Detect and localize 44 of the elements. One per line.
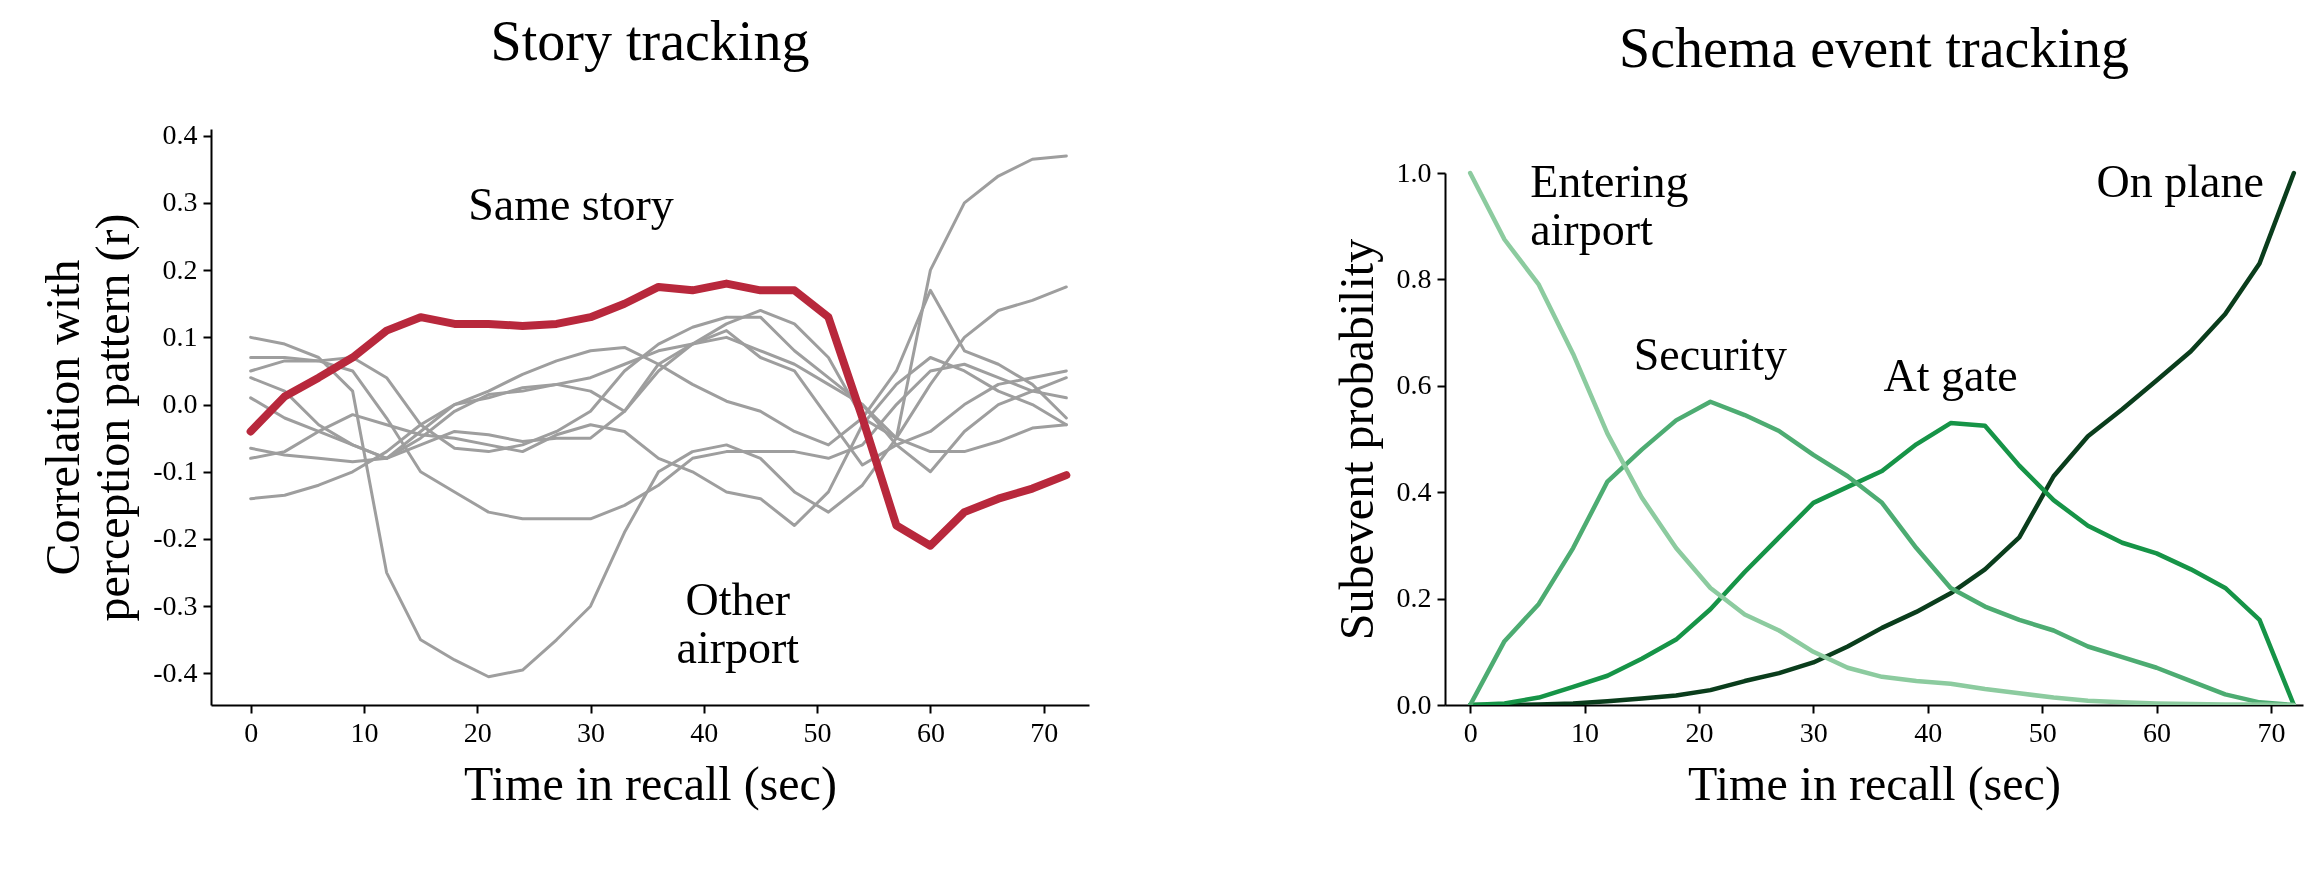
series-label: On plane bbox=[2096, 156, 2264, 207]
y-tick-label: -0.3 bbox=[153, 589, 198, 621]
x-tick-label: 50 bbox=[803, 716, 832, 748]
y-tick-label: -0.1 bbox=[153, 455, 198, 487]
y-tick-label: 0.0 bbox=[1396, 688, 1432, 720]
x-tick-label: 20 bbox=[1685, 716, 1714, 748]
y-tick-label: -0.2 bbox=[153, 522, 198, 554]
series-label: Entering airport bbox=[1530, 156, 1689, 255]
x-tick-label: 20 bbox=[463, 716, 492, 748]
series-label: At gate bbox=[1883, 350, 2018, 402]
x-tick-label: 70 bbox=[1030, 716, 1059, 748]
x-tick-label: 60 bbox=[2143, 716, 2172, 748]
y-tick-label: 0.6 bbox=[1396, 369, 1432, 401]
annotation: Same story bbox=[468, 179, 674, 231]
x-tick-label: 70 bbox=[2257, 716, 2286, 748]
y-tick-label: 0.4 bbox=[1396, 475, 1432, 507]
chart-title: Story tracking bbox=[490, 9, 810, 72]
y-tick-label: -0.4 bbox=[153, 656, 198, 688]
series-label: Security bbox=[1633, 328, 1788, 380]
y-tick-label: 0.0 bbox=[162, 388, 198, 420]
x-axis-title: Time in recall (sec) bbox=[1688, 756, 2061, 811]
x-tick-label: 10 bbox=[350, 716, 379, 748]
x-tick-label: 30 bbox=[577, 716, 606, 748]
y-tick-label: 0.4 bbox=[162, 119, 198, 151]
annotation: Other airport bbox=[676, 574, 800, 674]
y-tick-label: 0.2 bbox=[162, 253, 198, 285]
x-tick-label: 50 bbox=[2028, 716, 2057, 748]
x-tick-label: 40 bbox=[1914, 716, 1943, 748]
y-axis-title: Subevent probability bbox=[1329, 238, 1383, 641]
x-tick-label: 60 bbox=[916, 716, 945, 748]
x-tick-label: 10 bbox=[1571, 716, 1600, 748]
y-tick-label: 0.1 bbox=[162, 320, 198, 352]
line-series bbox=[249, 154, 1068, 679]
x-tick-label: 40 bbox=[690, 716, 719, 748]
y-axis-title: Correlation with perception pattern (r) bbox=[36, 213, 141, 622]
y-tick-label: 1.0 bbox=[1396, 156, 1432, 188]
x-tick-label: 0 bbox=[244, 716, 259, 748]
x-tick-label: 0 bbox=[1463, 716, 1478, 748]
x-axis-title: Time in recall (sec) bbox=[464, 756, 837, 811]
y-tick-label: 0.2 bbox=[1396, 582, 1432, 614]
chart-title: Schema event tracking bbox=[1618, 17, 2130, 79]
y-tick-label: 0.3 bbox=[162, 186, 198, 218]
y-tick-label: 0.8 bbox=[1396, 262, 1432, 294]
x-tick-label: 30 bbox=[1799, 716, 1828, 748]
